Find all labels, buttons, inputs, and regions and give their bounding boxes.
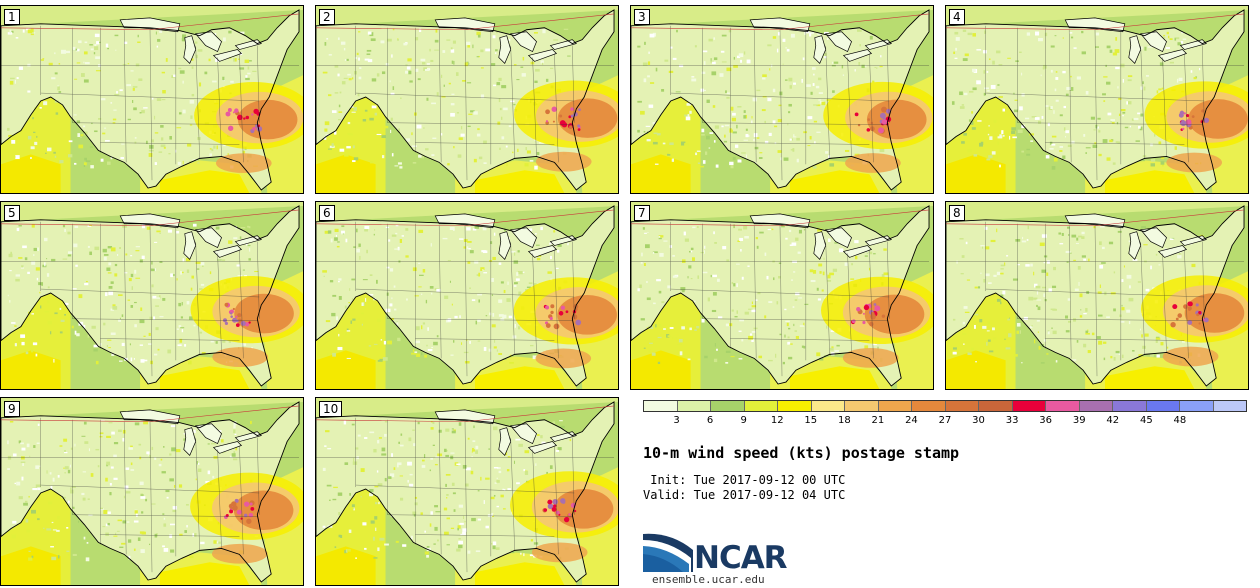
legend-tick-label: 42 bbox=[1106, 415, 1120, 426]
legend-color-swatch bbox=[811, 401, 845, 411]
postage-stamp-panel: 10 bbox=[315, 397, 619, 586]
legend-tick-label: 15 bbox=[804, 415, 818, 426]
legend-tick-label: 30 bbox=[972, 415, 985, 426]
legend-color-swatch bbox=[912, 401, 946, 411]
valid-time: Valid: Tue 2017-09-12 04 UTC bbox=[643, 488, 846, 502]
legend-color-swatch bbox=[1213, 401, 1246, 411]
legend-color-swatch bbox=[744, 401, 778, 411]
postage-stamp-panel: 8 bbox=[945, 201, 1249, 390]
chart-title: 10-m wind speed (kts) postage stamp bbox=[643, 444, 960, 462]
postage-stamp-panel: 4 bbox=[945, 5, 1249, 194]
legend-color-swatch bbox=[1113, 401, 1147, 411]
legend-tick-label: 9 bbox=[740, 415, 747, 426]
legend-tick-label: 21 bbox=[871, 415, 885, 426]
postage-stamp-panel: 9 bbox=[0, 397, 304, 586]
ncar-logo-text: NCAR bbox=[694, 540, 788, 576]
postage-stamp-panel: 3 bbox=[630, 5, 934, 194]
legend-tick-label: 24 bbox=[905, 415, 918, 426]
legend-tick-label: 12 bbox=[770, 415, 784, 426]
init-time: Init: Tue 2017-09-12 00 UTC bbox=[643, 473, 846, 487]
legend-color-swatch bbox=[1046, 401, 1080, 411]
legend-tick-label: 33 bbox=[1005, 415, 1019, 426]
legend-tick-label: 27 bbox=[938, 415, 952, 426]
legend-color-swatch bbox=[644, 401, 678, 411]
legend-tick-label: 6 bbox=[706, 415, 714, 426]
postage-stamp-panel: 2 bbox=[315, 5, 619, 194]
legend-color-swatch bbox=[1180, 401, 1214, 411]
ncar-logo-icon bbox=[643, 533, 693, 572]
legend-tick-label: 39 bbox=[1072, 415, 1086, 426]
wind-speed-color-legend bbox=[643, 400, 1247, 412]
panel-number-label: 1 bbox=[4, 9, 20, 25]
panel-number-label: 10 bbox=[319, 401, 343, 417]
legend-color-swatch bbox=[677, 401, 711, 411]
legend-color-swatch bbox=[979, 401, 1013, 411]
legend-color-swatch bbox=[778, 401, 812, 411]
legend-tick-label: 3 bbox=[673, 415, 680, 426]
panel-number-label: 8 bbox=[949, 205, 965, 221]
legend-tick-label: 45 bbox=[1139, 415, 1153, 426]
postage-stamp-panel: 1 bbox=[0, 5, 304, 194]
legend-color-swatch bbox=[878, 401, 912, 411]
legend-tick-label: 18 bbox=[837, 415, 851, 426]
panel-number-label: 6 bbox=[319, 205, 335, 221]
panel-number-label: 3 bbox=[634, 9, 650, 25]
legend-color-swatch bbox=[711, 401, 745, 411]
legend-tick-label: 36 bbox=[1039, 415, 1053, 426]
legend-color-swatch bbox=[845, 401, 879, 411]
legend-color-swatch bbox=[1146, 401, 1180, 411]
panel-number-label: 4 bbox=[949, 9, 965, 25]
panel-number-label: 7 bbox=[634, 205, 650, 221]
legend-tick-label: 48 bbox=[1173, 415, 1187, 426]
panel-number-label: 2 bbox=[319, 9, 335, 25]
panel-number-label: 9 bbox=[4, 401, 20, 417]
legend-tick-labels: 3 6 9 12 15 18 21 24 27 30 33 36 39 42 45 48 bbox=[643, 415, 1247, 429]
website-url: ensemble.ucar.edu bbox=[652, 573, 765, 586]
panel-number-label: 5 bbox=[4, 205, 20, 221]
postage-stamp-panel: 5 bbox=[0, 201, 304, 390]
legend-color-swatch bbox=[1079, 401, 1113, 411]
postage-stamp-panel: 6 bbox=[315, 201, 619, 390]
legend-color-swatch bbox=[945, 401, 979, 411]
legend-color-swatch bbox=[1012, 401, 1046, 411]
postage-stamp-panel: 7 bbox=[630, 201, 934, 390]
